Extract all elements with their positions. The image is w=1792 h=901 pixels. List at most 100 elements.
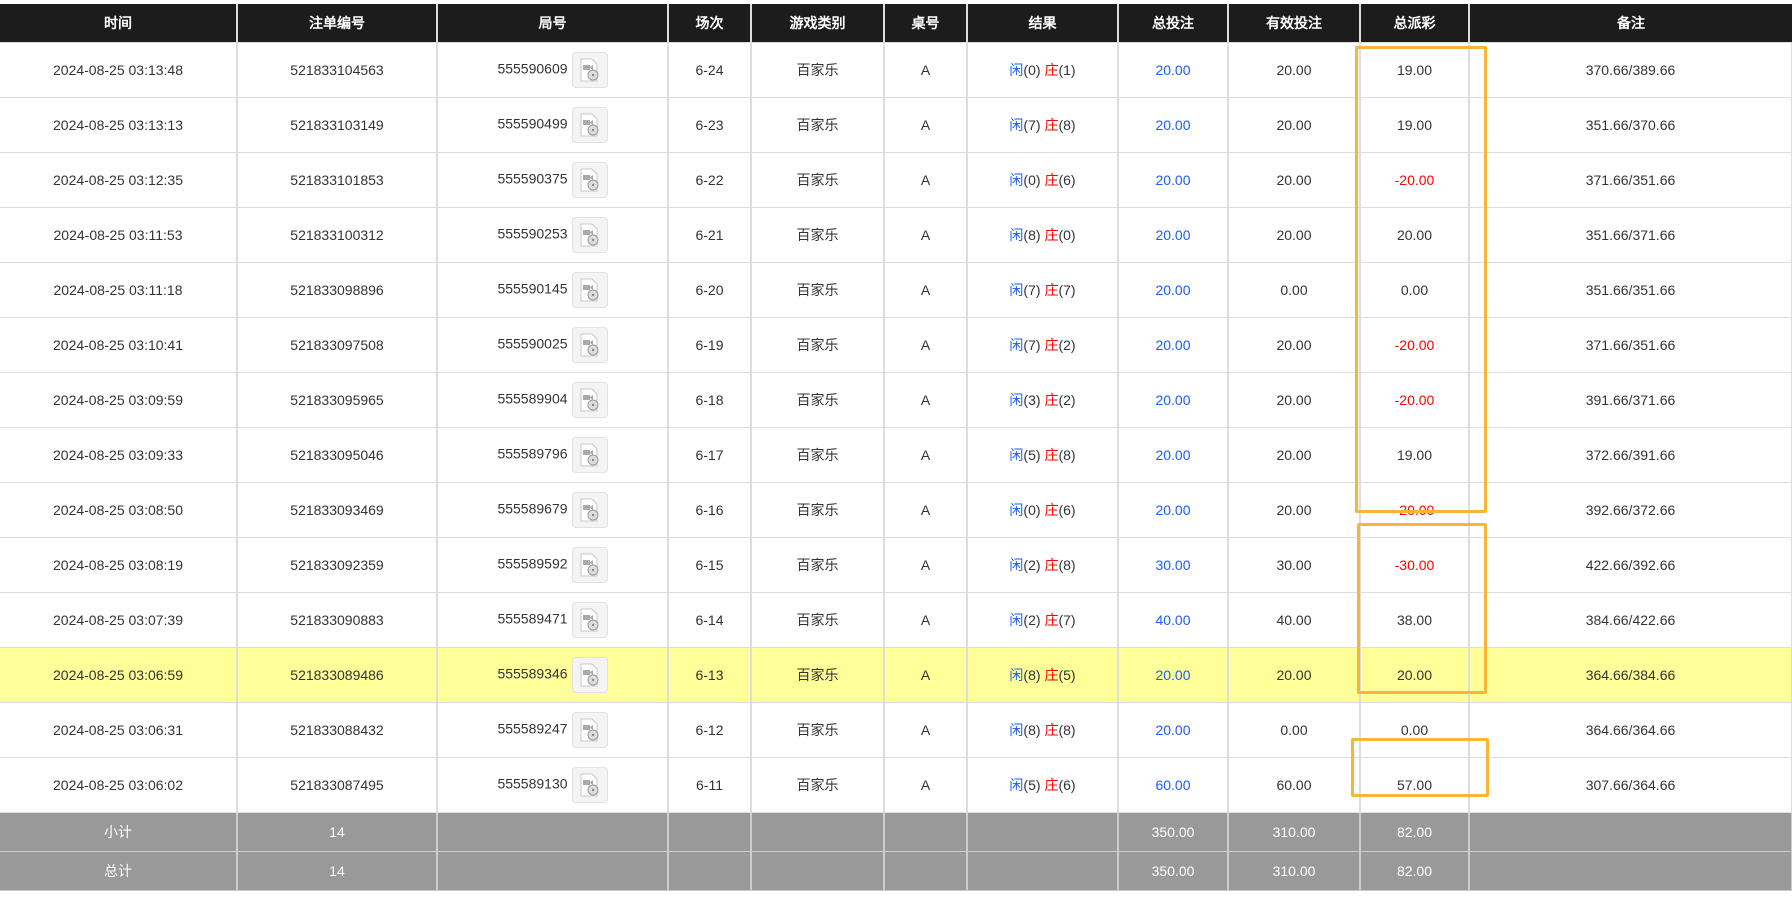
player-score: (5) xyxy=(1023,777,1041,793)
total-bet-cell: 20.00 xyxy=(1117,152,1229,208)
banker-score: (2) xyxy=(1058,337,1076,353)
result-cell: 闲(0) 庄(6) xyxy=(966,482,1119,538)
game-type-cell: 百家乐 xyxy=(750,372,885,428)
player-score: (7) xyxy=(1023,117,1041,133)
header-round: 局号 xyxy=(436,4,668,43)
payout-cell: -20.00 xyxy=(1359,372,1470,428)
video-replay-icon[interactable] xyxy=(571,52,608,88)
empty-cell xyxy=(436,851,669,891)
table-no-cell: A xyxy=(883,427,968,483)
summary-total-bet: 350.00 xyxy=(1117,812,1229,852)
time-cell: 2024-08-25 03:11:18 xyxy=(0,262,238,318)
shoe-cell: 6-19 xyxy=(667,317,752,373)
payout-cell: 20.00 xyxy=(1359,647,1470,703)
total-bet-cell: 30.00 xyxy=(1117,537,1229,593)
time-cell: 2024-08-25 03:06:02 xyxy=(0,757,238,813)
round-cell: 555590145 xyxy=(436,262,669,318)
video-replay-icon[interactable] xyxy=(571,767,608,803)
table-row: 2024-08-25 03:09:33 521833095046 555589796… xyxy=(0,427,1792,483)
bet-id-cell: 521833097508 xyxy=(236,317,438,373)
game-type-cell: 百家乐 xyxy=(750,757,885,813)
result-cell: 闲(8) 庄(0) xyxy=(966,207,1119,263)
shoe-cell: 6-17 xyxy=(667,427,752,483)
shoe-cell: 6-11 xyxy=(667,757,752,813)
total-bet-cell: 20.00 xyxy=(1117,317,1229,373)
shoe-cell: 6-16 xyxy=(667,482,752,538)
round-number: 555589904 xyxy=(497,390,568,407)
note-cell: 351.66/370.66 xyxy=(1468,97,1792,153)
player-label: 闲 xyxy=(1009,392,1024,408)
game-type-cell: 百家乐 xyxy=(750,427,885,483)
banker-label: 庄 xyxy=(1044,667,1059,683)
game-type-cell: 百家乐 xyxy=(750,207,885,263)
table-no-cell: A xyxy=(883,537,968,593)
empty-cell xyxy=(883,812,968,852)
game-type-cell: 百家乐 xyxy=(750,317,885,373)
video-replay-icon[interactable] xyxy=(571,162,608,198)
table-row: 2024-08-25 03:13:13 521833103149 555590499… xyxy=(0,97,1792,153)
time-cell: 2024-08-25 03:06:31 xyxy=(0,702,238,758)
note-cell: 351.66/351.66 xyxy=(1468,262,1792,318)
result-cell: 闲(2) 庄(8) xyxy=(966,537,1119,593)
player-label: 闲 xyxy=(1009,447,1024,463)
game-type-cell: 百家乐 xyxy=(750,537,885,593)
video-replay-icon[interactable] xyxy=(571,107,608,143)
empty-cell xyxy=(883,851,968,891)
payout-cell: 57.00 xyxy=(1359,757,1470,813)
note-cell: 364.66/384.66 xyxy=(1468,647,1792,703)
valid-bet-cell: 20.00 xyxy=(1227,427,1361,483)
player-score: (3) xyxy=(1023,392,1041,408)
total-bet-cell: 20.00 xyxy=(1117,97,1229,153)
video-replay-icon[interactable] xyxy=(571,217,608,253)
total-bet-cell: 40.00 xyxy=(1117,592,1229,648)
banker-score: (6) xyxy=(1058,172,1076,188)
grand-total-row: 总计 14 350.00 310.00 82.00 xyxy=(0,851,1792,891)
video-replay-icon[interactable] xyxy=(571,272,608,308)
video-replay-icon[interactable] xyxy=(571,602,608,638)
video-replay-icon[interactable] xyxy=(571,382,608,418)
table-row: 2024-08-25 03:10:41 521833097508 555590025… xyxy=(0,317,1792,373)
empty-cell xyxy=(966,851,1119,891)
header-time: 时间 xyxy=(0,4,237,43)
result-cell: 闲(8) 庄(5) xyxy=(966,647,1119,703)
video-replay-icon[interactable] xyxy=(571,657,608,693)
note-cell: 370.66/389.66 xyxy=(1468,42,1792,98)
payout-cell: 19.00 xyxy=(1359,427,1470,483)
video-replay-icon[interactable] xyxy=(571,492,608,528)
note-cell: 371.66/351.66 xyxy=(1468,317,1792,373)
video-replay-icon[interactable] xyxy=(571,327,608,363)
round-number: 555590253 xyxy=(497,225,568,242)
payout-cell: 19.00 xyxy=(1359,97,1470,153)
table-no-cell: A xyxy=(883,152,968,208)
time-cell: 2024-08-25 03:12:35 xyxy=(0,152,238,208)
table-row: 2024-08-25 03:11:53 521833100312 555590253… xyxy=(0,207,1792,263)
table-row: 2024-08-25 03:06:59 521833089486 555589346… xyxy=(0,647,1792,703)
banker-score: (6) xyxy=(1058,502,1076,518)
note-cell: 364.66/364.66 xyxy=(1468,702,1792,758)
video-replay-icon[interactable] xyxy=(571,547,608,583)
header-table-no: 桌号 xyxy=(883,4,967,43)
banker-label: 庄 xyxy=(1044,722,1059,738)
result-cell: 闲(7) 庄(7) xyxy=(966,262,1119,318)
shoe-cell: 6-22 xyxy=(667,152,752,208)
player-score: (8) xyxy=(1023,722,1041,738)
banker-score: (7) xyxy=(1058,282,1076,298)
video-replay-icon[interactable] xyxy=(571,712,608,748)
player-score: (8) xyxy=(1023,667,1041,683)
banker-score: (6) xyxy=(1058,777,1076,793)
player-label: 闲 xyxy=(1009,557,1024,573)
video-replay-icon[interactable] xyxy=(571,437,608,473)
total-bet-cell: 20.00 xyxy=(1117,372,1229,428)
player-label: 闲 xyxy=(1009,117,1024,133)
bet-id-cell: 521833088432 xyxy=(236,702,438,758)
shoe-cell: 6-12 xyxy=(667,702,752,758)
bet-id-cell: 521833098896 xyxy=(236,262,438,318)
time-cell: 2024-08-25 03:13:48 xyxy=(0,42,238,98)
banker-score: (8) xyxy=(1058,722,1076,738)
banker-label: 庄 xyxy=(1044,447,1059,463)
shoe-cell: 6-23 xyxy=(667,97,752,153)
payout-cell: 38.00 xyxy=(1359,592,1470,648)
bet-id-cell: 521833095965 xyxy=(236,372,438,428)
shoe-cell: 6-24 xyxy=(667,42,752,98)
